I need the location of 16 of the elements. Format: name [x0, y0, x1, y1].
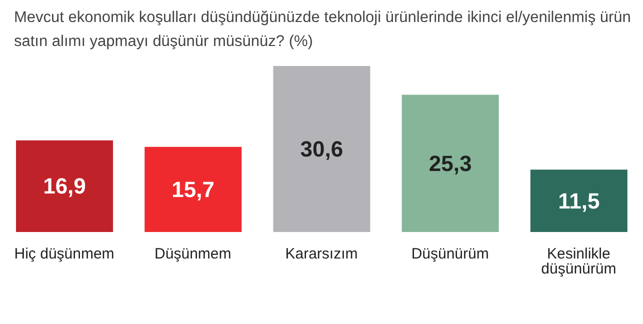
data-label: 25,3	[428, 150, 472, 176]
x-tick-label: Düşünmem	[154, 246, 232, 263]
bar	[273, 66, 370, 232]
data-label: 16,9	[43, 174, 86, 199]
bar	[530, 170, 628, 232]
chart-title: Mevcut ekonomik koşulları düşündüğünüzde teknoloji ürünlerinde ikinci el/yenilenmiş ürün satın alımı yapmayı düşünür müsünüz? (%)	[14, 8, 632, 52]
data-label: 30,6	[300, 136, 344, 162]
x-tick-label: Düşünürüm	[411, 246, 489, 263]
x-tick-label: Kararsızım	[285, 246, 358, 263]
bar	[16, 140, 113, 232]
data-label: 15,7	[172, 176, 215, 202]
x-tick-label: Kesinlikle düşünürüm	[541, 246, 616, 278]
x-tick-label: Hiç düşünmem	[14, 246, 114, 263]
bar	[144, 146, 242, 232]
data-label: 11,5	[558, 188, 600, 214]
bar	[402, 94, 499, 232]
